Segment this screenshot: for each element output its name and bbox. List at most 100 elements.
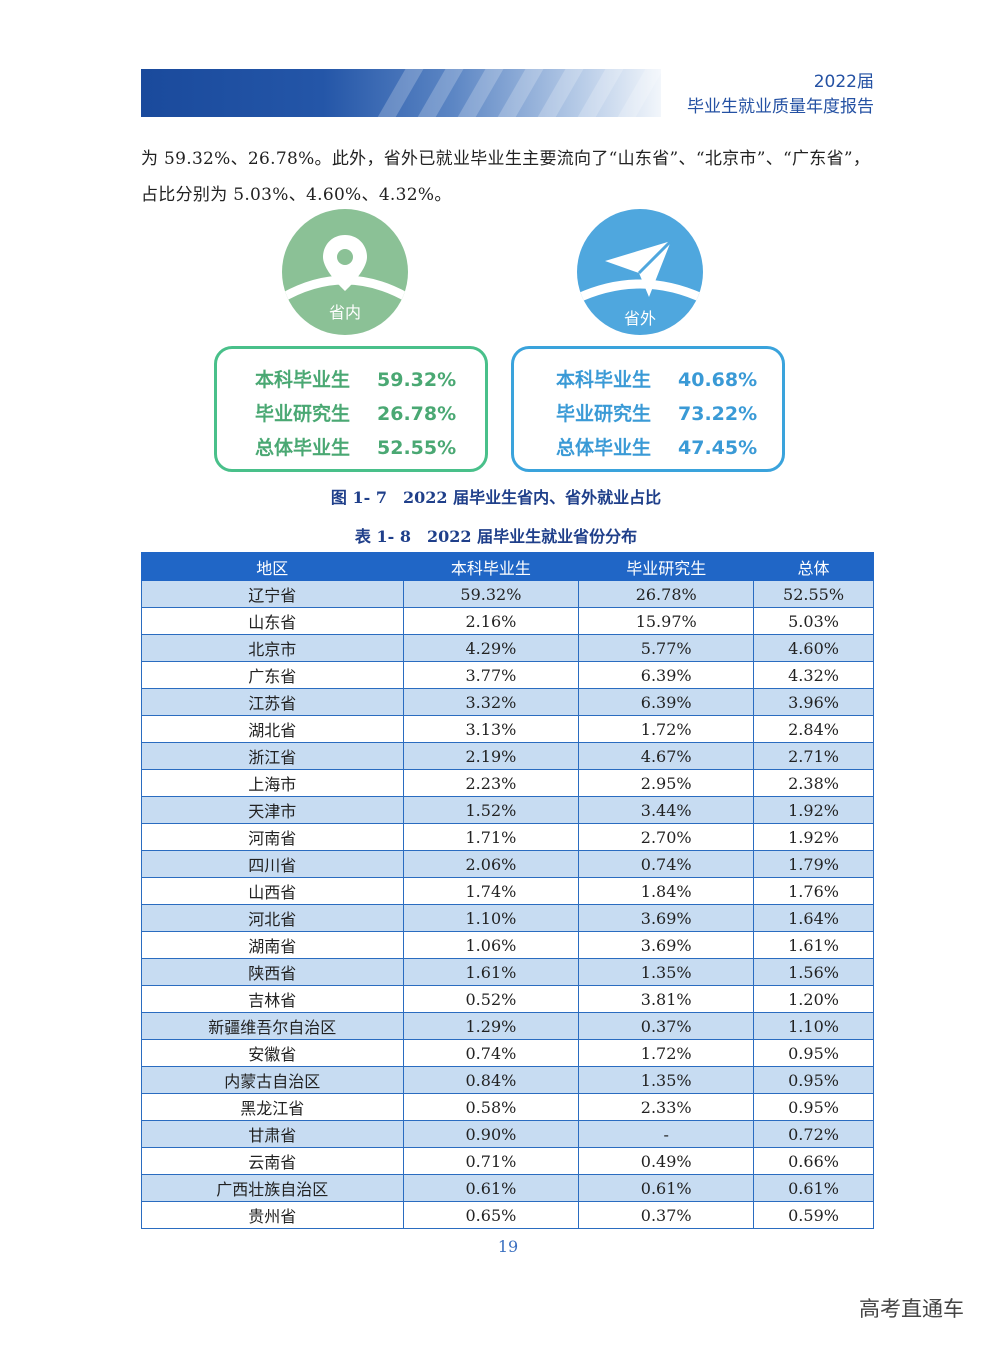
table-row: 广东省 3.77% 6.39% 4.32%: [141, 661, 874, 689]
stat-value: 40.68%: [678, 369, 758, 391]
cell-region: 云南省: [141, 1147, 404, 1175]
cell-undergrad: 4.29%: [402, 634, 580, 662]
cell-region: 北京市: [141, 634, 404, 662]
cell-total: 0.95%: [753, 1039, 874, 1067]
stat-label: 本科毕业生: [556, 369, 652, 391]
cell-total: 1.92%: [753, 796, 874, 824]
location-pin-icon: [282, 235, 408, 304]
in-province-label: 省内: [328, 303, 361, 322]
table-row: 吉林省 0.52% 3.81% 1.20%: [141, 985, 874, 1013]
header-report-title: 毕业生就业质量年度报告: [687, 97, 874, 117]
cell-total: 0.61%: [753, 1174, 874, 1202]
table-row: 湖北省 3.13% 1.72% 2.84%: [141, 715, 874, 743]
cell-total: 1.92%: [753, 823, 874, 851]
stat-label: 毕业研究生: [255, 403, 351, 425]
stat-value: 52.55%: [377, 437, 457, 459]
cell-total: 0.95%: [753, 1066, 874, 1094]
table-row: 河北省 1.10% 3.69% 1.64%: [141, 904, 874, 932]
cell-region: 广东省: [141, 661, 404, 689]
figure-caption: 图 1- 7 2022 届毕业生省内、省外就业占比: [330, 488, 662, 507]
cell-region: 天津市: [141, 796, 404, 824]
cell-total: 2.38%: [753, 769, 874, 797]
cell-total: 1.10%: [753, 1012, 874, 1040]
cell-postgrad: 4.67%: [578, 742, 755, 770]
cell-region: 山西省: [141, 877, 404, 905]
cell-total: 1.20%: [753, 985, 874, 1013]
cell-undergrad: 3.32%: [402, 688, 580, 716]
cell-total: 3.96%: [753, 688, 874, 716]
cell-region: 河南省: [141, 823, 404, 851]
cell-postgrad: 3.69%: [578, 904, 755, 932]
cell-undergrad: 1.52%: [402, 796, 580, 824]
cell-undergrad: 2.06%: [402, 850, 580, 878]
cell-region: 河北省: [141, 904, 404, 932]
cell-total: 0.72%: [753, 1120, 874, 1148]
cell-region: 贵州省: [141, 1201, 404, 1229]
body-paragraph: 为 59.32%、26.78%。此外，省外已就业毕业生主要流向了“山东省”、“北…: [141, 149, 871, 205]
cell-postgrad: 2.70%: [578, 823, 755, 851]
cell-total: 4.32%: [753, 661, 874, 689]
table-row: 甘肃省 0.90% -0.72%: [141, 1120, 874, 1148]
cell-region: 黑龙江省: [141, 1093, 404, 1121]
cell-total: 1.64%: [753, 904, 874, 932]
in-province-circle: 省内: [282, 209, 408, 335]
in-province-stats: 本科毕业生 59.32% 毕业研究生 26.78% 总体毕业生 52.55%: [214, 346, 488, 472]
cell-postgrad: 1.72%: [578, 1039, 755, 1067]
stat-value: 73.22%: [678, 403, 758, 425]
table-row: 安徽省 0.74% 1.72% 0.95%: [141, 1039, 874, 1067]
cell-postgrad: 2.95%: [578, 769, 755, 797]
cell-postgrad: 1.35%: [578, 958, 755, 986]
cell-undergrad: 1.74%: [402, 877, 580, 905]
cell-region: 湖南省: [141, 931, 404, 959]
stat-row: 毕业研究生 26.78%: [217, 399, 485, 429]
table-row: 黑龙江省 0.58% 2.33% 0.95%: [141, 1093, 874, 1121]
table-row: 辽宁省 59.32% 26.78% 52.55%: [141, 580, 874, 608]
cell-postgrad: 26.78%: [578, 580, 755, 608]
cell-postgrad: -: [578, 1120, 755, 1148]
cell-total: 0.59%: [753, 1201, 874, 1229]
stat-row: 本科毕业生 40.68%: [514, 365, 782, 395]
cell-total: 2.71%: [753, 742, 874, 770]
cell-region: 新疆维吾尔自治区: [141, 1012, 404, 1040]
table-row: 新疆维吾尔自治区 1.29% 0.37% 1.10%: [141, 1012, 874, 1040]
cell-undergrad: 1.29%: [402, 1012, 580, 1040]
table-row: 山西省 1.74% 1.84% 1.76%: [141, 877, 874, 905]
cell-undergrad: 0.71%: [402, 1147, 580, 1175]
cell-total: 1.56%: [753, 958, 874, 986]
header-postgrad: 毕业研究生: [578, 552, 755, 581]
header-title: 2022届 毕业生就业质量年度报告: [687, 70, 874, 120]
cell-undergrad: 2.19%: [402, 742, 580, 770]
header-band: [141, 69, 661, 117]
cell-postgrad: 3.44%: [578, 796, 755, 824]
stat-row: 本科毕业生 59.32%: [217, 365, 485, 395]
table-row: 四川省 2.06% 0.74% 1.79%: [141, 850, 874, 878]
watermark-text: 高考直通车: [859, 1297, 964, 1321]
cell-postgrad: 3.81%: [578, 985, 755, 1013]
stat-label: 总体毕业生: [556, 437, 652, 459]
table-caption: 表 1- 8 2022 届毕业生就业省份分布: [354, 527, 638, 546]
cell-undergrad: 0.61%: [402, 1174, 580, 1202]
header-year: 2022届: [813, 72, 874, 92]
cell-undergrad: 1.10%: [402, 904, 580, 932]
cell-total: 5.03%: [753, 607, 874, 635]
cell-postgrad: 6.39%: [578, 661, 755, 689]
cell-total: 2.84%: [753, 715, 874, 743]
cell-total: 52.55%: [753, 580, 874, 608]
cell-total: 1.76%: [753, 877, 874, 905]
cell-postgrad: 1.35%: [578, 1066, 755, 1094]
table-row: 浙江省 2.19% 4.67% 2.71%: [141, 742, 874, 770]
stat-row: 毕业研究生 73.22%: [514, 399, 782, 429]
cell-region: 内蒙古自治区: [141, 1066, 404, 1094]
stat-value: 47.45%: [678, 437, 758, 459]
cell-region: 陕西省: [141, 958, 404, 986]
cell-postgrad: 15.97%: [578, 607, 755, 635]
cell-postgrad: 5.77%: [578, 634, 755, 662]
stat-label: 本科毕业生: [255, 369, 351, 391]
cell-undergrad: 0.52%: [402, 985, 580, 1013]
cell-undergrad: 3.13%: [402, 715, 580, 743]
cell-region: 广西壮族自治区: [141, 1174, 404, 1202]
table-row: 北京市 4.29% 5.77% 4.60%: [141, 634, 874, 662]
cell-total: 1.79%: [753, 850, 874, 878]
cell-undergrad: 1.61%: [402, 958, 580, 986]
cell-total: 0.95%: [753, 1093, 874, 1121]
